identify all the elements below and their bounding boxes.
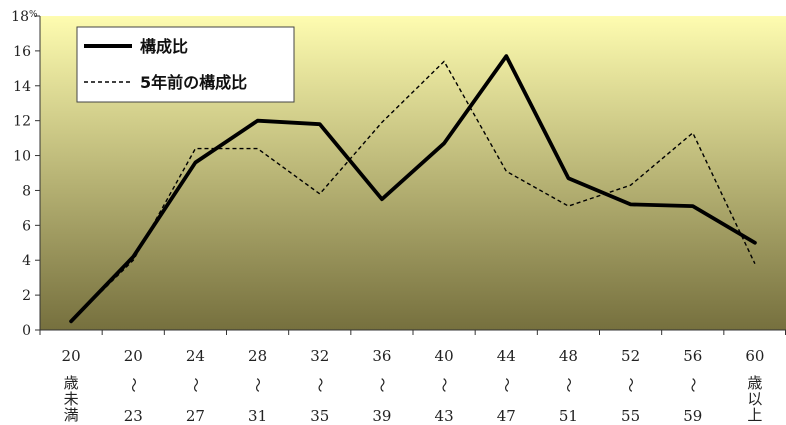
x-tick-label-end: 59 bbox=[683, 407, 702, 425]
x-tick-label-start: 20 bbox=[124, 347, 143, 365]
x-tick-label-start: 52 bbox=[621, 347, 640, 365]
y-unit-label: % bbox=[29, 10, 38, 20]
x-tick-label-start: 40 bbox=[435, 347, 454, 365]
legend-label-five-years-ago: 5年前の構成比 bbox=[140, 73, 247, 92]
x-tick-label-start: 60 bbox=[745, 347, 764, 365]
x-tick-label-end: 27 bbox=[186, 407, 205, 425]
y-tick-label: 14 bbox=[13, 79, 31, 95]
x-tick-range-mark: 〜 bbox=[373, 377, 391, 392]
legend-label-current: 構成比 bbox=[140, 37, 188, 56]
y-axis: 0 2 4 6 8 10 12 14 16 18% bbox=[11, 9, 41, 339]
x-tick-label-suffix: 以 bbox=[747, 390, 762, 408]
x-tick-label-end: 31 bbox=[248, 407, 267, 425]
x-tick-range-mark: 〜 bbox=[311, 377, 329, 392]
x-tick-range-mark: 〜 bbox=[497, 377, 515, 392]
x-tick-label-end: 35 bbox=[310, 407, 329, 425]
y-tick-label: 2 bbox=[22, 288, 31, 304]
x-tick-label-end: 55 bbox=[621, 407, 640, 425]
x-tick-label-start: 28 bbox=[248, 347, 267, 365]
x-tick-label-start: 36 bbox=[372, 347, 391, 365]
x-tick-label-end: 43 bbox=[435, 407, 454, 425]
x-tick-label-start: 56 bbox=[683, 347, 702, 365]
y-tick-label: 10 bbox=[13, 149, 31, 165]
y-tick-label: 0 bbox=[22, 323, 31, 339]
y-tick-label: 6 bbox=[22, 218, 31, 234]
x-tick-label-start: 32 bbox=[310, 347, 329, 365]
x-tick-range-mark: 〜 bbox=[622, 377, 640, 392]
y-tick-label: 8 bbox=[22, 183, 31, 199]
x-tick-range-mark: 〜 bbox=[124, 377, 142, 392]
x-tick-range-mark: 〜 bbox=[684, 377, 702, 392]
legend: 構成比 5年前の構成比 bbox=[76, 26, 295, 103]
y-tick-label: 16 bbox=[13, 44, 31, 60]
y-tick-label: 4 bbox=[22, 253, 31, 269]
series-layer bbox=[69, 54, 757, 324]
x-tick-range-mark: 〜 bbox=[435, 377, 453, 392]
series-line-five-years-ago bbox=[70, 60, 756, 322]
x-tick-range-mark: 〜 bbox=[559, 377, 577, 392]
y-tick-label: 12 bbox=[13, 114, 31, 130]
x-tick-label-start: 20 bbox=[62, 347, 81, 365]
x-tick-label-end: 47 bbox=[497, 407, 516, 425]
x-tick-label-suffix: 満 bbox=[64, 406, 79, 424]
x-tick-label-suffix: 未 bbox=[64, 390, 79, 408]
x-tick-range-mark: 〜 bbox=[249, 377, 267, 392]
x-tick-label-start: 24 bbox=[186, 347, 205, 365]
x-tick-label-start: 48 bbox=[559, 347, 578, 365]
x-tick-label-end: 39 bbox=[372, 407, 391, 425]
x-tick-label-suffix: 上 bbox=[747, 406, 762, 424]
x-axis: 20歳未満20〜2324〜2728〜3132〜3536〜3940〜4344〜47… bbox=[39, 329, 786, 425]
x-tick-label-suffix: 歳 bbox=[64, 374, 79, 392]
y-tick-label: 18 bbox=[11, 9, 29, 25]
x-tick-label-end: 51 bbox=[559, 407, 578, 425]
x-tick-label-end: 23 bbox=[124, 407, 143, 425]
legend-box bbox=[76, 26, 295, 103]
series-line-current bbox=[69, 54, 757, 324]
x-tick-label-suffix: 歳 bbox=[747, 374, 762, 392]
x-tick-range-mark: 〜 bbox=[186, 377, 204, 392]
x-tick-label-start: 44 bbox=[497, 347, 516, 365]
